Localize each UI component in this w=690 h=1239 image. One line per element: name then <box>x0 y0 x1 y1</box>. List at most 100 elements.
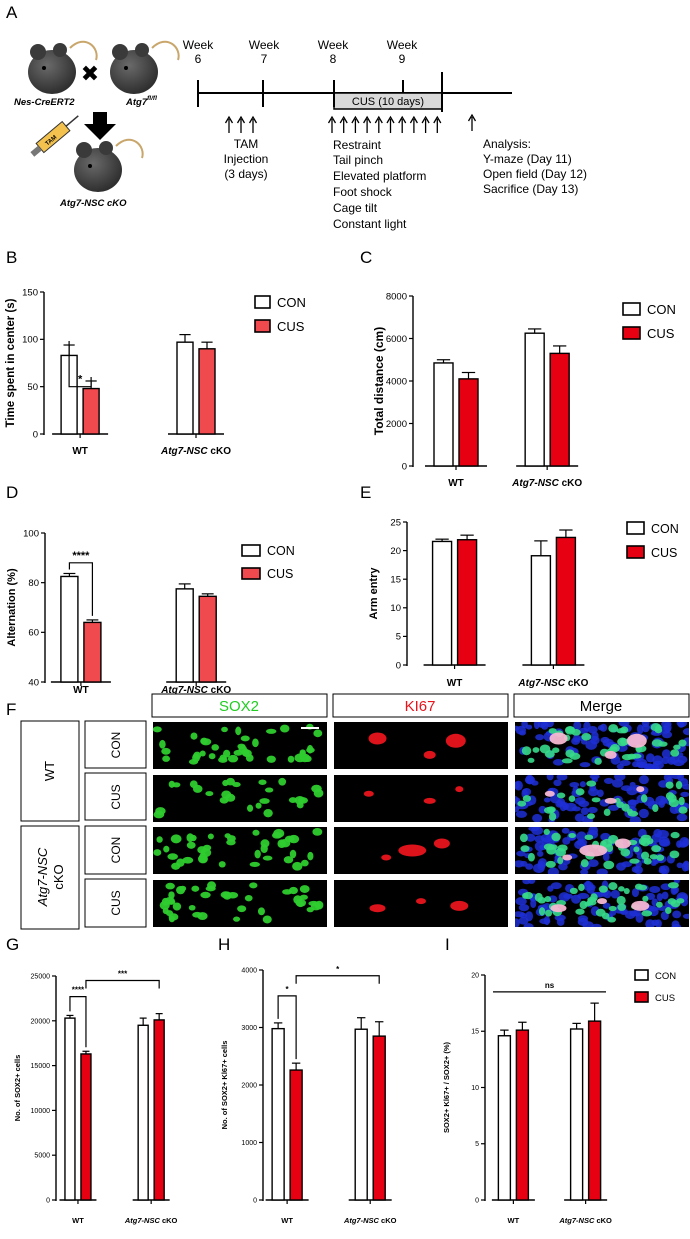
sox2-nucleus <box>162 755 171 762</box>
group-label-wt: WT <box>72 446 88 457</box>
arrow-head <box>236 115 246 124</box>
sox2-nucleus <box>667 882 679 889</box>
ki67-spot <box>416 898 426 905</box>
group-label-cko: Atg7-NSC cKO <box>517 678 588 689</box>
sox2-nucleus <box>665 781 674 789</box>
group-label-cko: Atg7-NSC cKO <box>558 1216 612 1225</box>
sox2-nucleus <box>534 892 543 902</box>
y-tick-label: 25 <box>390 517 401 528</box>
ki67-spot <box>604 797 617 804</box>
dapi-nucleus <box>597 725 605 731</box>
sox2-nucleus <box>618 886 625 892</box>
chart-i-ratio: 0 5 10 15 20 SOX2+ Kl67+ / SOX2+ (%) WT Atg7-NS… <box>442 969 676 1225</box>
arrow-head <box>386 115 395 124</box>
dapi-nucleus <box>565 802 577 812</box>
sox2-nucleus <box>580 859 589 868</box>
analysis-arrow <box>467 113 477 131</box>
column-header-ki67: KI67 <box>405 698 436 715</box>
dapi-nucleus <box>610 889 620 899</box>
y-axis-title: Alternation (%) <box>6 568 18 647</box>
sox2-nucleus <box>675 781 683 790</box>
condition-label: CON <box>109 837 123 864</box>
dapi-nucleus <box>618 722 630 727</box>
panel-a: A Nes-CreERT2 ✖ Atg7fl/fl TAM <box>6 3 587 231</box>
group-label-cko-suffix: cKO <box>51 864 66 889</box>
y-tick-label: 5000 <box>34 1153 50 1160</box>
sox2-nucleus <box>165 882 175 890</box>
dapi-nucleus <box>519 912 527 919</box>
dapi-nucleus <box>563 893 573 899</box>
group-label-cko-gene: Atg7-NSC <box>160 685 208 696</box>
y-tick-label: 20 <box>471 972 479 979</box>
dapi-nucleus <box>602 902 611 909</box>
sox2-nucleus <box>609 746 618 752</box>
sox2-nucleus <box>587 813 595 820</box>
merge-image <box>515 827 689 874</box>
group-label-cko-suffix: cKO <box>559 478 583 489</box>
sox2-nucleus <box>539 744 551 754</box>
dapi-nucleus <box>661 749 671 759</box>
arrow-head <box>409 115 418 124</box>
y-tick-label: 25000 <box>31 973 51 980</box>
sox2-nucleus <box>240 735 250 742</box>
arrow-head <box>374 115 383 124</box>
sox2-nucleus <box>259 798 270 804</box>
sox2-nucleus <box>568 795 576 803</box>
sox2-nucleus <box>294 795 306 805</box>
y-tick-label: 15 <box>390 575 401 586</box>
panel-letter-b: B <box>6 248 17 267</box>
bar-con <box>497 1035 512 1201</box>
ki67-spot <box>381 854 392 861</box>
group-label-cko: Atg7-NSC cKO <box>124 1216 178 1225</box>
dapi-nucleus <box>556 775 568 781</box>
analysis-arrow-icon <box>467 113 477 131</box>
sox2-nucleus <box>527 852 535 862</box>
panel-letter-g: G <box>6 935 19 954</box>
tam-arrow-icon <box>224 115 234 133</box>
sox2-nucleus <box>287 755 295 763</box>
legend-label-cus: CUS <box>655 993 675 1004</box>
sox2-nucleus <box>221 726 228 733</box>
y-tick-label: 20000 <box>31 1018 51 1025</box>
sox2-nucleus <box>197 854 208 864</box>
y-tick-label: 0 <box>33 429 38 440</box>
cus-arrow-icon <box>363 115 372 133</box>
bar-con <box>64 1017 76 1201</box>
tam-line: TAM <box>234 137 258 151</box>
sox2-nucleus <box>544 896 552 903</box>
dapi-nucleus <box>587 859 599 867</box>
cus-arrow-icon <box>433 115 442 133</box>
tam-arrow-icon <box>236 115 246 133</box>
dapi-nucleus <box>530 899 537 909</box>
panel-letter-a: A <box>6 3 18 22</box>
sox2-nucleus <box>207 833 214 840</box>
sox2-nucleus <box>172 902 182 911</box>
sox2-nucleus <box>233 916 241 922</box>
significance-label: *** <box>118 969 128 978</box>
sox2-nucleus <box>172 782 181 788</box>
dapi-nucleus <box>571 894 582 904</box>
legend-swatch-cus <box>634 991 649 1003</box>
image-background <box>334 775 508 822</box>
group-label-wt: WT <box>508 1216 520 1225</box>
ki67-spot <box>614 838 631 849</box>
condition-label: CUS <box>109 890 123 915</box>
ki67-image <box>334 827 508 874</box>
sox2-nucleus <box>640 851 650 860</box>
sox2-nucleus <box>233 749 243 756</box>
arrow-head <box>421 115 430 124</box>
dapi-nucleus <box>677 775 684 782</box>
sox2-image <box>153 775 327 822</box>
dapi-nucleus <box>621 861 632 868</box>
dapi-nucleus <box>657 829 669 839</box>
analysis-line: Open field (Day 12) <box>483 167 587 181</box>
dapi-nucleus <box>562 837 571 845</box>
bar-cus <box>198 348 216 435</box>
mouse-ear <box>135 43 149 57</box>
sox2-nucleus <box>192 753 200 763</box>
sox2-nucleus <box>171 862 181 870</box>
panel-letter-i: I <box>445 935 450 954</box>
sox2-nucleus <box>575 908 585 915</box>
arrow-head <box>351 115 360 124</box>
dapi-nucleus <box>537 722 547 728</box>
